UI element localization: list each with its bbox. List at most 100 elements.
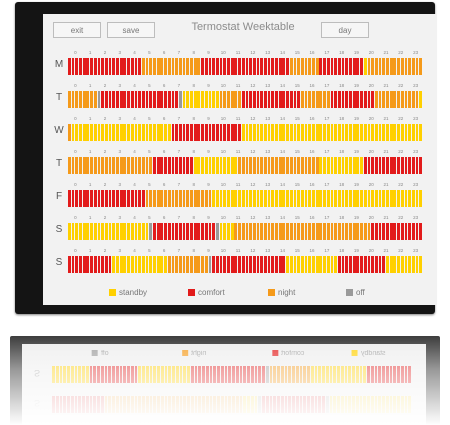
schedule-slot[interactable] xyxy=(160,58,164,75)
schedule-slot[interactable] xyxy=(71,157,75,174)
schedule-slot[interactable] xyxy=(297,190,301,207)
schedule-slot[interactable] xyxy=(190,58,193,75)
schedule-slot[interactable] xyxy=(330,58,334,75)
schedule-slot[interactable] xyxy=(171,157,175,174)
schedule-slot[interactable] xyxy=(400,157,404,174)
schedule-slot[interactable] xyxy=(323,256,326,273)
schedule-slot[interactable] xyxy=(349,91,352,108)
schedule-slot[interactable] xyxy=(241,157,245,174)
schedule-slot[interactable] xyxy=(374,124,378,141)
schedule-slot[interactable] xyxy=(260,190,264,207)
schedule-slot[interactable] xyxy=(241,91,245,108)
schedule-slot[interactable] xyxy=(234,91,238,108)
schedule-slot[interactable] xyxy=(400,256,404,273)
schedule-slot[interactable] xyxy=(360,190,363,207)
schedule-slot[interactable] xyxy=(415,190,419,207)
schedule-slot[interactable] xyxy=(79,124,82,141)
schedule-slot[interactable] xyxy=(315,223,319,240)
schedule-slot[interactable] xyxy=(86,256,90,273)
schedule-slot[interactable] xyxy=(160,256,164,273)
schedule-slot[interactable] xyxy=(408,124,411,141)
schedule-slot[interactable] xyxy=(186,91,190,108)
schedule-slot[interactable] xyxy=(127,124,130,141)
schedule-slot[interactable] xyxy=(197,190,201,207)
schedule-slot[interactable] xyxy=(330,256,334,273)
schedule-slot[interactable] xyxy=(79,190,82,207)
schedule-slot[interactable] xyxy=(97,223,101,240)
schedule-slot[interactable] xyxy=(97,124,101,141)
schedule-slot[interactable] xyxy=(312,157,315,174)
schedule-slot[interactable] xyxy=(319,190,323,207)
schedule-slot[interactable] xyxy=(93,58,97,75)
schedule-slot[interactable] xyxy=(345,58,349,75)
schedule-slot[interactable] xyxy=(330,223,334,240)
schedule-slot[interactable] xyxy=(249,223,252,240)
schedule-slot[interactable] xyxy=(300,91,304,108)
schedule-slot[interactable] xyxy=(230,91,234,108)
schedule-slot[interactable] xyxy=(360,124,363,141)
schedule-slot[interactable] xyxy=(75,256,79,273)
schedule-slot[interactable] xyxy=(164,91,167,108)
schedule-slot[interactable] xyxy=(382,91,386,108)
schedule-slot[interactable] xyxy=(119,124,123,141)
schedule-slot[interactable] xyxy=(263,190,267,207)
schedule-slot[interactable] xyxy=(256,58,260,75)
schedule-slot[interactable] xyxy=(204,124,208,141)
schedule-slot[interactable] xyxy=(175,124,179,141)
schedule-slot[interactable] xyxy=(260,91,264,108)
schedule-slot[interactable] xyxy=(156,190,160,207)
schedule-slot[interactable] xyxy=(323,190,326,207)
schedule-slot[interactable] xyxy=(371,256,375,273)
schedule-slot[interactable] xyxy=(315,190,319,207)
schedule-slot[interactable] xyxy=(289,91,293,108)
schedule-slot[interactable] xyxy=(193,124,197,141)
schedule-slot[interactable] xyxy=(415,124,419,141)
schedule-slot[interactable] xyxy=(408,58,411,75)
schedule-slot[interactable] xyxy=(286,190,289,207)
schedule-slot[interactable] xyxy=(349,190,352,207)
schedule-slot[interactable] xyxy=(352,256,356,273)
schedule-slot[interactable] xyxy=(267,91,271,108)
schedule-slot[interactable] xyxy=(286,157,289,174)
schedule-slot[interactable] xyxy=(153,190,156,207)
schedule-slot[interactable] xyxy=(400,223,404,240)
schedule-slot[interactable] xyxy=(330,157,334,174)
schedule-slot[interactable] xyxy=(153,58,156,75)
schedule-slot[interactable] xyxy=(341,190,345,207)
schedule-slot[interactable] xyxy=(345,91,349,108)
schedule-slot[interactable] xyxy=(123,223,127,240)
schedule-slot[interactable] xyxy=(97,256,101,273)
schedule-slot[interactable] xyxy=(178,256,182,273)
schedule-slot[interactable] xyxy=(68,58,71,75)
schedule-slot[interactable] xyxy=(297,58,301,75)
schedule-slot[interactable] xyxy=(79,256,82,273)
schedule-slot[interactable] xyxy=(238,124,241,141)
schedule-slot[interactable] xyxy=(223,256,227,273)
schedule-slot[interactable] xyxy=(378,157,382,174)
schedule-slot[interactable] xyxy=(411,223,415,240)
schedule-slot[interactable] xyxy=(308,223,312,240)
schedule-slot[interactable] xyxy=(278,223,282,240)
schedule-slot[interactable] xyxy=(337,190,341,207)
schedule-slot[interactable] xyxy=(68,256,71,273)
schedule-slot[interactable] xyxy=(304,58,308,75)
schedule-slot[interactable] xyxy=(201,58,204,75)
schedule-slot[interactable] xyxy=(108,256,112,273)
schedule-slot[interactable] xyxy=(334,157,338,174)
schedule-slot[interactable] xyxy=(141,223,145,240)
schedule-slot[interactable] xyxy=(419,91,423,108)
schedule-slot[interactable] xyxy=(153,91,156,108)
schedule-slot[interactable] xyxy=(160,190,164,207)
schedule-slot[interactable] xyxy=(119,91,123,108)
schedule-slot[interactable] xyxy=(223,124,227,141)
schedule-slot[interactable] xyxy=(193,223,197,240)
schedule-slot[interactable] xyxy=(326,157,330,174)
schedule-slot[interactable] xyxy=(289,256,293,273)
schedule-slot[interactable] xyxy=(116,58,119,75)
schedule-slot[interactable] xyxy=(175,223,179,240)
schedule-slot[interactable] xyxy=(127,157,130,174)
schedule-slot[interactable] xyxy=(319,58,323,75)
schedule-slot[interactable] xyxy=(227,157,230,174)
schedule-slot[interactable] xyxy=(263,124,267,141)
schedule-slot[interactable] xyxy=(119,223,123,240)
